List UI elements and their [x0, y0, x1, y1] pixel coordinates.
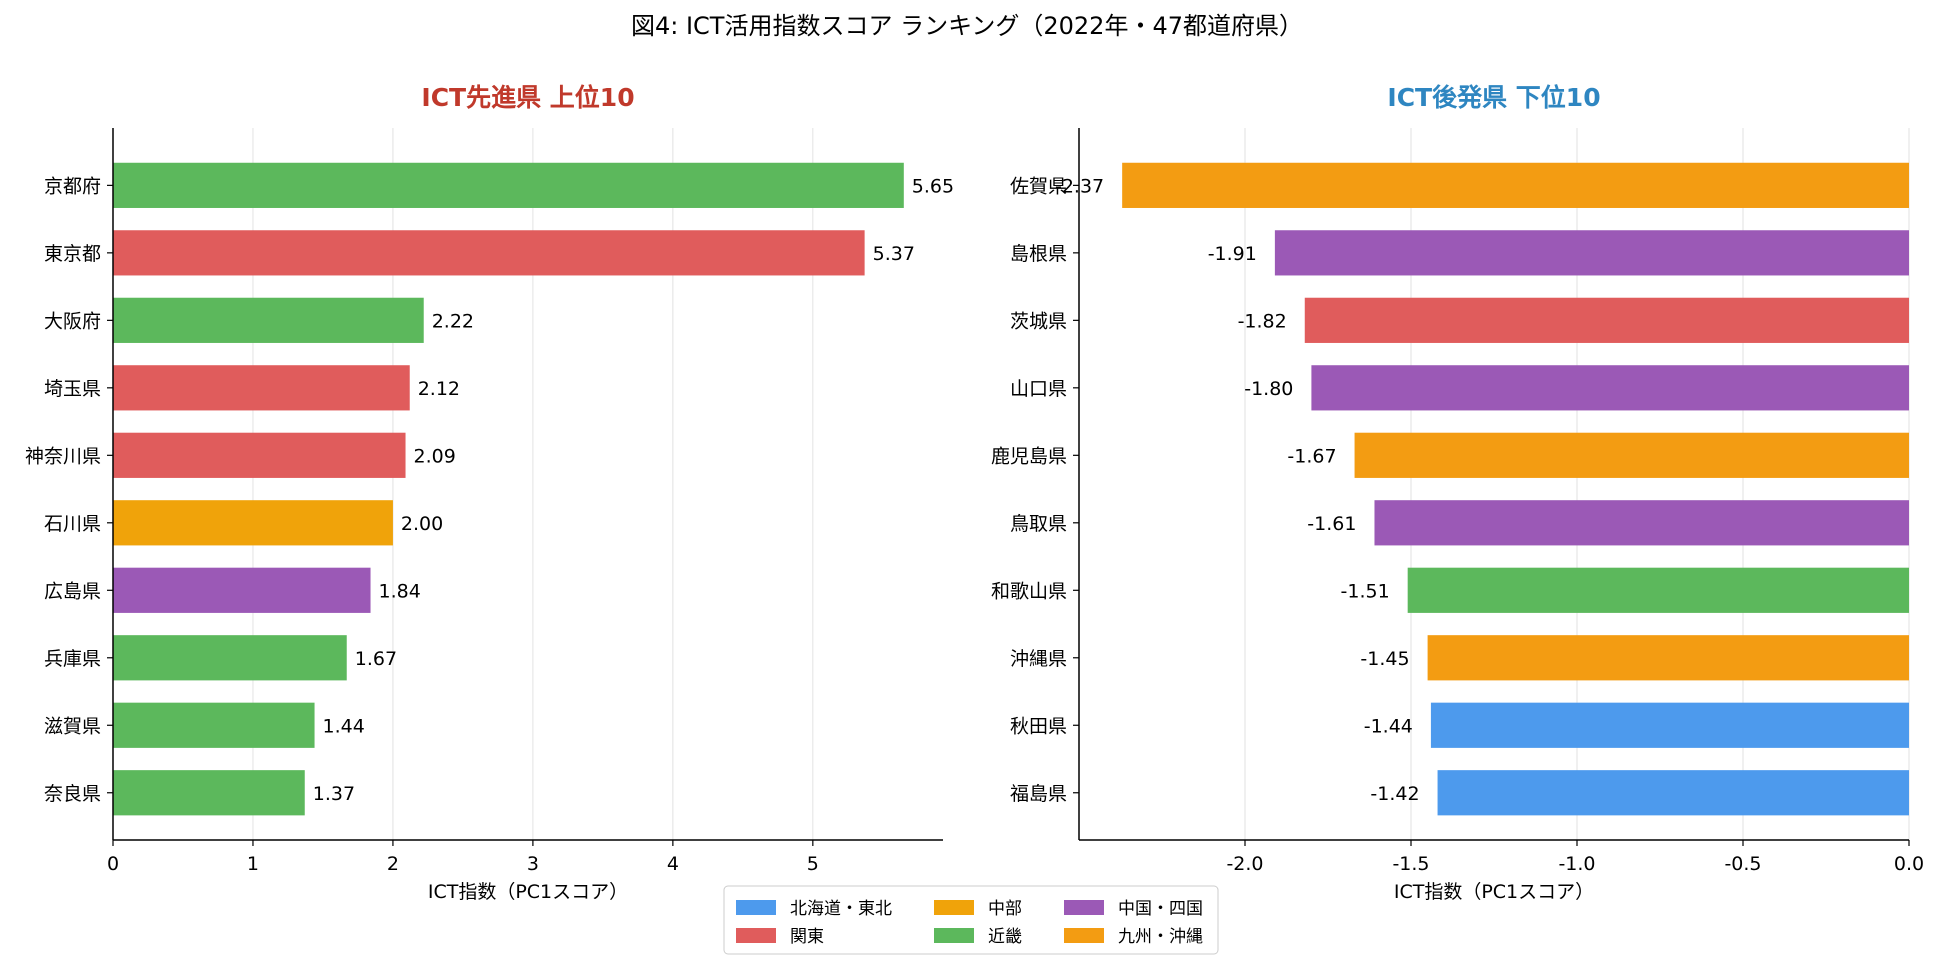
top-xtick-label: 5 — [807, 853, 819, 875]
top-bar-9 — [113, 702, 315, 748]
legend-swatch-5 — [1064, 900, 1104, 915]
top-value-label-8: 1.67 — [355, 648, 397, 670]
top10-panel: ICT先進県 上位10 5.65 京都府 5.37 東京都 2.22 大阪府 2.12 埼玉県 2… — [25, 83, 954, 903]
bottom-xtick-label: -0.5 — [1724, 853, 1761, 875]
bottom-value-label-8: -1.45 — [1360, 648, 1409, 670]
legend-label-5: 中国・四国 — [1118, 899, 1203, 919]
top-bar-8 — [113, 635, 347, 681]
top-bar-10 — [113, 770, 305, 816]
bottom-value-label-10: -1.42 — [1370, 783, 1419, 805]
top-value-label-3: 2.22 — [432, 310, 474, 332]
top-xtick-label: 2 — [387, 853, 399, 875]
legend-swatch-2 — [736, 928, 776, 943]
top-value-label-10: 1.37 — [313, 783, 355, 805]
bottom-bar-2 — [1274, 230, 1909, 276]
top-bar-2 — [113, 230, 865, 276]
top-category-label-4: 埼玉県 — [44, 378, 101, 400]
legend-label-3: 中部 — [988, 899, 1022, 919]
bottom-bar-7 — [1407, 567, 1909, 613]
bottom-bar-10 — [1437, 770, 1909, 816]
bottom-bar-3 — [1304, 297, 1909, 343]
legend-label-4: 近畿 — [988, 927, 1022, 947]
top-panel-title: ICT先進県 上位10 — [421, 83, 634, 112]
top-value-label-2: 5.37 — [873, 243, 915, 265]
top-xtick-label: 4 — [667, 853, 679, 875]
top-category-label-7: 広島県 — [44, 580, 101, 602]
top-category-label-1: 京都府 — [44, 175, 101, 197]
top-x-axis-title: ICT指数（PC1スコア） — [428, 881, 628, 903]
top-bar-4 — [113, 365, 410, 411]
top-category-label-9: 滋賀県 — [44, 715, 101, 737]
top-category-label-3: 大阪府 — [44, 310, 101, 332]
bottom-xtick-label: -2.0 — [1226, 853, 1263, 875]
legend-label-2: 関東 — [790, 927, 824, 947]
bottom-value-label-5: -1.67 — [1287, 445, 1336, 467]
top-category-label-2: 東京都 — [44, 243, 101, 265]
top-xtick-label: 3 — [527, 853, 539, 875]
top-value-label-7: 1.84 — [379, 580, 421, 602]
bottom-category-label-3: 茨城県 — [1010, 310, 1067, 332]
bottom-xtick-label: -1.0 — [1558, 853, 1595, 875]
bottom-xtick-label: 0.0 — [1894, 853, 1924, 875]
legend-swatch-4 — [934, 928, 974, 943]
bottom-category-label-1: 佐賀県 — [1010, 175, 1067, 197]
top-category-label-5: 神奈川県 — [25, 445, 101, 467]
bottom-bar-9 — [1430, 702, 1909, 748]
top-bar-3 — [113, 297, 424, 343]
top-value-label-5: 2.09 — [414, 445, 456, 467]
legend-label-1: 北海道・東北 — [790, 899, 892, 919]
top-value-label-9: 1.44 — [323, 715, 365, 737]
top-xtick-label: 1 — [247, 853, 259, 875]
bottom-bar-4 — [1311, 365, 1909, 411]
top-xtick-label: 0 — [107, 853, 119, 875]
top-bar-5 — [113, 432, 406, 478]
top-value-label-6: 2.00 — [401, 513, 443, 535]
bottom-category-label-10: 福島県 — [1010, 783, 1067, 805]
legend-swatch-6 — [1064, 928, 1104, 943]
bottom-category-label-2: 島根県 — [1010, 243, 1067, 265]
legend-swatch-3 — [934, 900, 974, 915]
bottom-category-label-8: 沖縄県 — [1010, 648, 1067, 670]
figure-title: 図4: ICT活用指数スコア ランキング（2022年・47都道府県） — [631, 12, 1303, 40]
top-bar-1 — [113, 162, 904, 208]
bottom-bar-8 — [1427, 635, 1909, 681]
bottom-x-axis-title: ICT指数（PC1スコア） — [1394, 881, 1594, 903]
bottom-panel-title: ICT後発県 下位10 — [1387, 83, 1600, 112]
bottom-value-label-4: -1.80 — [1244, 378, 1293, 400]
bottom-value-label-3: -1.82 — [1238, 310, 1287, 332]
legend-swatch-1 — [736, 900, 776, 915]
bottom-bar-6 — [1374, 500, 1909, 546]
bottom-value-label-7: -1.51 — [1341, 580, 1390, 602]
top-value-label-4: 2.12 — [418, 378, 460, 400]
legend-label-6: 九州・沖縄 — [1118, 927, 1203, 947]
bottom-value-label-9: -1.44 — [1364, 715, 1413, 737]
top-category-label-10: 奈良県 — [44, 783, 101, 805]
bottom-category-label-4: 山口県 — [1010, 378, 1067, 400]
top-category-label-6: 石川県 — [44, 513, 101, 535]
bottom-category-label-6: 鳥取県 — [1010, 513, 1067, 535]
bottom-bar-5 — [1354, 432, 1909, 478]
top-bar-6 — [113, 500, 393, 546]
top-value-label-1: 5.65 — [912, 175, 954, 197]
bottom-category-label-5: 鹿児島県 — [991, 445, 1067, 467]
top-category-label-8: 兵庫県 — [44, 648, 101, 670]
bottom-bar-1 — [1122, 162, 1909, 208]
bottom10-panel: ICT後発県 下位10-2.37佐賀県-1.91島根県-1.82茨城県-1.80… — [991, 83, 1924, 903]
bottom-value-label-2: -1.91 — [1208, 243, 1257, 265]
bottom-value-label-6: -1.61 — [1307, 513, 1356, 535]
bottom-category-label-7: 和歌山県 — [991, 580, 1067, 602]
top-bar-7 — [113, 567, 371, 613]
bottom-xtick-label: -1.5 — [1392, 853, 1429, 875]
bottom-category-label-9: 秋田県 — [1010, 715, 1067, 737]
